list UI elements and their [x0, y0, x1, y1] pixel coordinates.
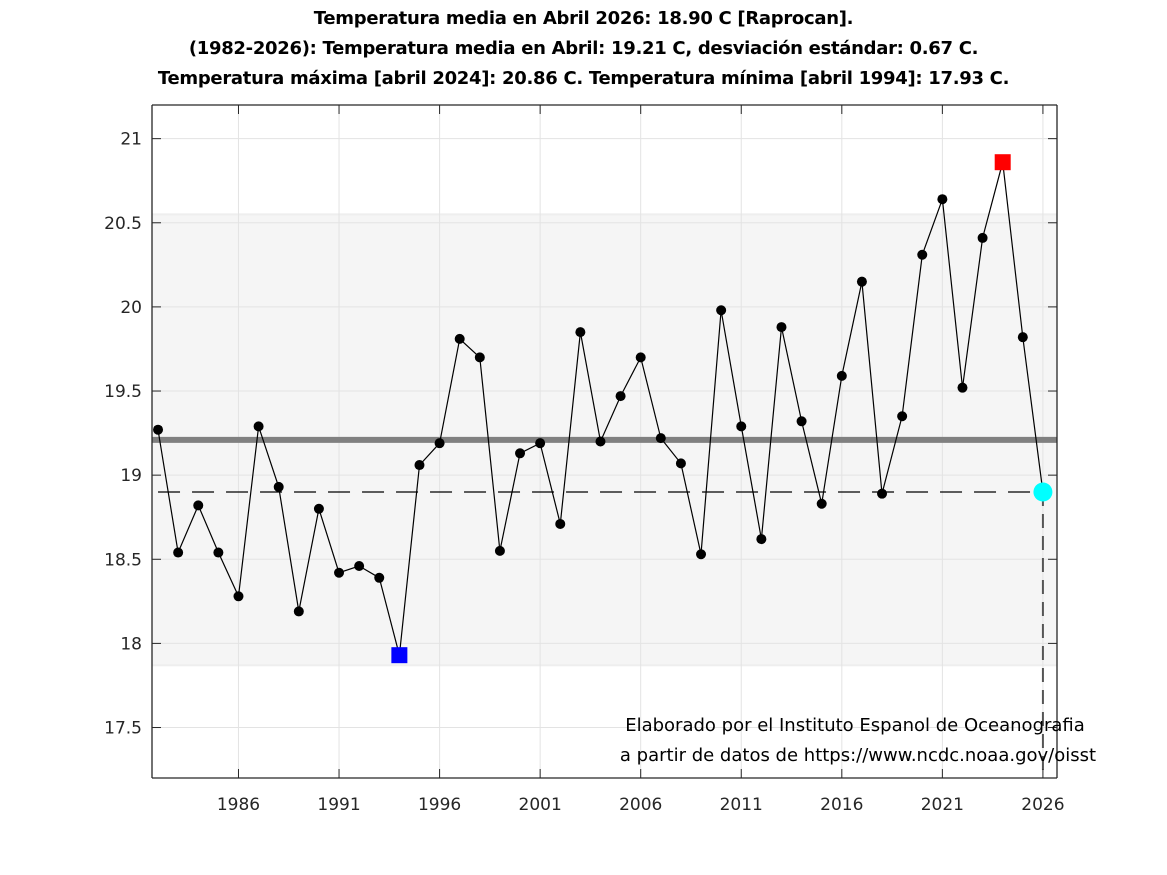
credit-line-1: Elaborado por el Instituto Espanol de Oc…	[625, 715, 1085, 736]
data-point	[696, 549, 707, 560]
data-point	[313, 503, 324, 514]
y-tick-label: 18	[120, 634, 142, 654]
data-point	[937, 194, 948, 205]
x-tick-label: 1991	[317, 795, 360, 815]
data-point	[233, 591, 244, 602]
title-line-3: Temperatura máxima [abril 2024]: 20.86 C…	[157, 68, 1010, 89]
y-tick-label: 20	[120, 298, 142, 318]
data-point	[273, 481, 284, 492]
data-point	[193, 500, 204, 511]
y-tick-label: 20.5	[104, 214, 142, 234]
data-point	[575, 327, 586, 338]
x-tick-label: 2006	[619, 795, 662, 815]
min-marker	[391, 647, 408, 664]
data-point	[555, 518, 566, 529]
data-point	[253, 421, 264, 432]
tick-labels-layer: 1986 1991 1996 2001 2006 2011 2016 2021 202617.5…	[104, 130, 1064, 815]
data-point	[293, 606, 304, 617]
data-point	[454, 333, 465, 344]
x-tick-label: 2016	[820, 795, 863, 815]
data-point	[655, 433, 666, 444]
data-point	[354, 561, 365, 572]
x-tick-label: 1996	[418, 795, 461, 815]
data-point	[173, 547, 184, 558]
x-tick-label: 2021	[921, 795, 964, 815]
data-point	[917, 249, 928, 260]
data-point	[836, 370, 847, 381]
data-point	[414, 460, 425, 471]
data-point	[515, 448, 526, 459]
data-point	[474, 352, 485, 363]
x-tick-label: 2001	[519, 795, 562, 815]
data-point	[334, 567, 345, 578]
data-point	[957, 382, 968, 393]
max-marker	[994, 154, 1011, 171]
chart-title: Temperatura media en Abril 2026: 18.90 C…	[0, 4, 1167, 94]
data-point	[635, 352, 646, 363]
data-point	[756, 534, 767, 545]
data-point	[535, 438, 546, 449]
data-point	[615, 391, 626, 402]
data-point	[877, 488, 888, 499]
x-tick-label: 2011	[720, 795, 763, 815]
data-point	[816, 498, 827, 509]
y-tick-label: 19.5	[104, 382, 142, 402]
data-point	[153, 424, 164, 435]
data-point	[716, 305, 727, 316]
data-point	[1017, 332, 1028, 343]
title-line-1: Temperatura media en Abril 2026: 18.90 C…	[313, 8, 854, 29]
axes-layer	[151, 104, 1058, 779]
data-point	[796, 416, 807, 427]
data-point	[675, 458, 686, 469]
credit-line-2: a partir de datos de https://www.ncdc.no…	[620, 745, 1096, 766]
current-marker	[1033, 482, 1053, 502]
annotation-layer: Elaborado por el Instituto Espanol de Oc…	[620, 715, 1096, 766]
data-point	[374, 572, 385, 583]
x-tick-label: 1986	[217, 795, 260, 815]
data-point	[595, 436, 606, 447]
series-layer	[153, 154, 1053, 664]
data-point	[897, 411, 908, 422]
x-tick-label: 2026	[1021, 795, 1064, 815]
data-point	[856, 276, 867, 287]
data-point	[213, 547, 224, 558]
y-tick-label: 21	[120, 130, 142, 150]
data-point	[434, 438, 445, 449]
data-point	[736, 421, 747, 432]
y-tick-label: 18.5	[104, 550, 142, 570]
data-point	[776, 322, 787, 333]
data-point	[977, 232, 988, 243]
y-tick-label: 19	[120, 466, 142, 486]
data-point	[494, 545, 505, 556]
title-line-2: (1982-2026): Temperatura media en Abril:…	[188, 38, 979, 59]
y-tick-label: 17.5	[104, 719, 142, 739]
